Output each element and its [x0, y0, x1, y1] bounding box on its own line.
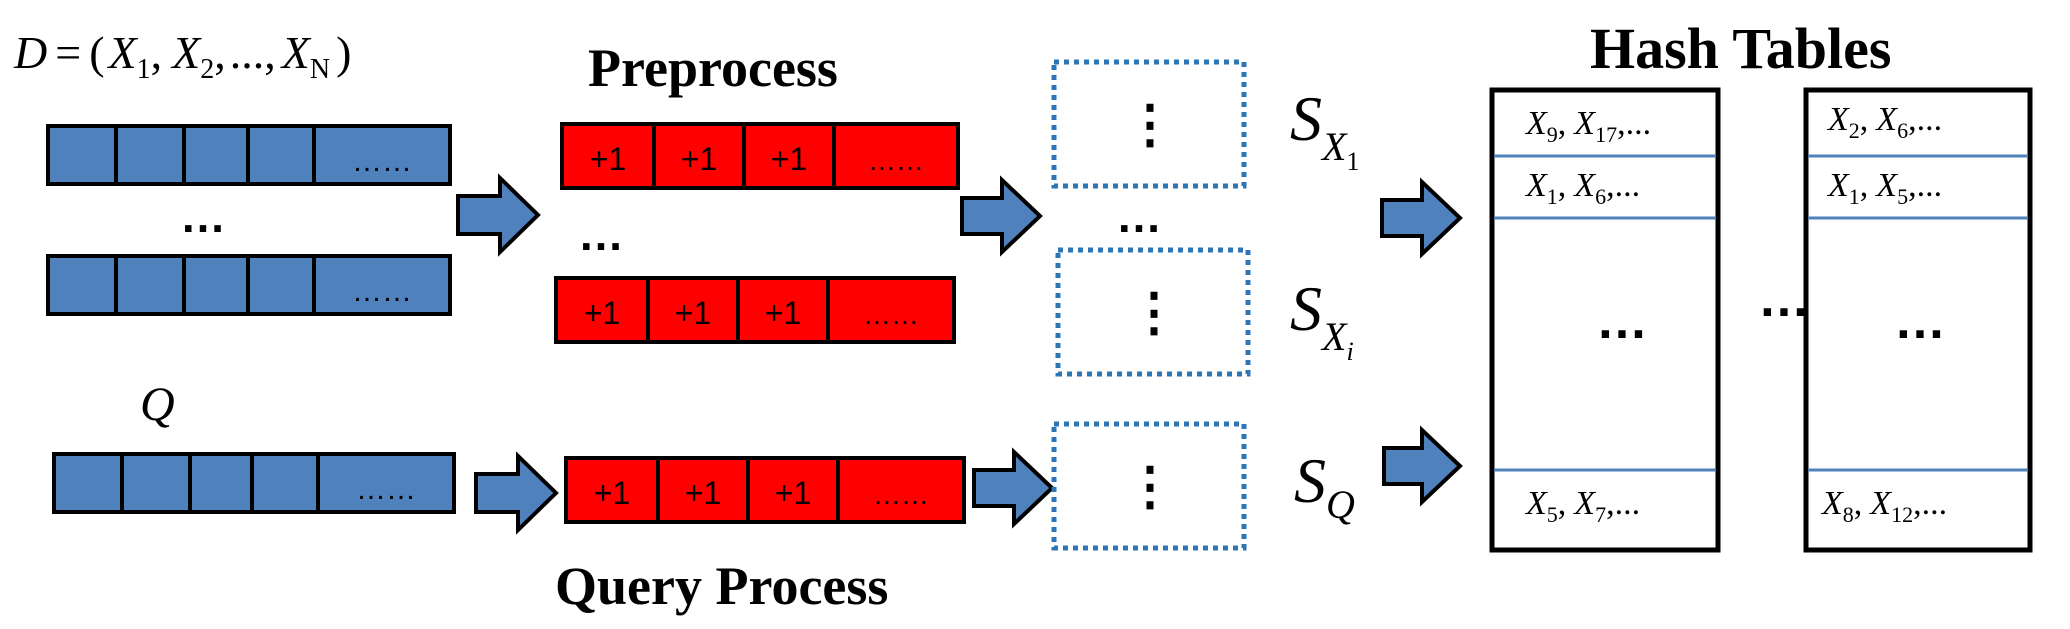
processed-vector-1: +1 +1 +1 ……: [560, 122, 960, 190]
bucket-middle-dots: …: [1894, 292, 1946, 350]
blue-cell: [114, 254, 186, 316]
signature-box-q: [1051, 421, 1247, 551]
hash-table-1: X9, X17,... X1, X6,... … X5, X7,...: [1489, 87, 1721, 553]
signature-box-i: [1055, 247, 1251, 377]
signature-label-x1: SX1: [1290, 83, 1359, 176]
hash-table-2: X2, X6,... X1, X5,... … X8, X12,...: [1803, 87, 2033, 553]
red-cell-ellipsis: [836, 456, 966, 524]
cell-ellipsis-text: ……: [352, 275, 412, 308]
cell-ellipsis-text: ……: [352, 145, 412, 178]
red-cell: [736, 276, 830, 344]
red-cell: [652, 122, 746, 190]
query-vector: ……: [52, 452, 456, 514]
blue-cell: [250, 452, 320, 514]
arrow-to-hash-tables-1: [1380, 177, 1463, 259]
arrow-preprocess: [456, 173, 541, 257]
blue-cell: [182, 124, 250, 186]
blue-cell: [182, 254, 250, 316]
vertical-dots-icon: ⋮: [1128, 284, 1180, 342]
tables-gap-dots: …: [1758, 270, 1810, 328]
signature-label-xi: SXi: [1290, 273, 1354, 366]
hash-table-frame: [1803, 87, 2033, 553]
bucket-middle-dots: …: [1596, 292, 1648, 350]
data-vector-n: ……: [46, 254, 452, 316]
plus-one-label: +1: [675, 295, 711, 331]
signature-label-q: SQ: [1294, 445, 1355, 527]
plus-one-label: +1: [584, 295, 620, 331]
query-label: Q: [140, 378, 175, 431]
plus-one-label: +1: [685, 475, 721, 511]
blue-cell: [188, 452, 254, 514]
blue-cell: [46, 124, 118, 186]
blue-cell: [114, 124, 186, 186]
plus-one-label: +1: [590, 141, 626, 177]
vertical-dots-icon: ⋮: [1124, 96, 1176, 154]
cell-ellipsis-text: ……: [868, 145, 924, 176]
blue-cell-ellipsis: [312, 254, 452, 316]
preprocess-title: Preprocess: [588, 38, 838, 98]
plus-one-label: +1: [681, 141, 717, 177]
plus-one-label: +1: [771, 141, 807, 177]
bucket-entry: X8, X12,...: [1820, 485, 1947, 527]
blue-cell-ellipsis: [312, 124, 452, 186]
blue-cell: [246, 124, 316, 186]
query-process-title: Query Process: [555, 556, 888, 616]
bucket-entry: X1, X5,...: [1826, 167, 1942, 209]
data-vector-1: ……: [46, 124, 452, 186]
blue-cell: [246, 254, 316, 316]
bucket-entry: X2, X6,...: [1826, 101, 1942, 143]
blue-cell: [46, 254, 118, 316]
cell-ellipsis-text: ……: [356, 473, 416, 506]
dataset-formula: D = (X1, X2,..., XN): [13, 27, 351, 85]
blue-cell-ellipsis: [316, 452, 456, 514]
hash-table-frame: [1489, 87, 1721, 553]
vertical-dots-icon: ⋮: [1124, 458, 1176, 516]
red-cell: [554, 276, 650, 344]
red-cell: [564, 456, 660, 524]
arrow-to-hash-tables-q: [1382, 425, 1463, 507]
hash-tables-title: Hash Tables: [1590, 16, 1891, 81]
arrow-to-signature-q: [972, 447, 1055, 529]
processed-rows-gap-dots: …: [578, 208, 624, 260]
rows-gap-dots: …: [180, 190, 226, 242]
blue-cell: [52, 452, 124, 514]
bucket-entry: X1, X6,...: [1524, 167, 1640, 209]
red-cell-ellipsis: [832, 122, 960, 190]
signature-gap-dots: …: [1116, 190, 1162, 242]
plus-one-label: +1: [594, 475, 630, 511]
red-cell: [646, 276, 740, 344]
bucket-entry: X5, X7,...: [1524, 485, 1640, 527]
blue-cell: [120, 452, 192, 514]
plus-one-label: +1: [765, 295, 801, 331]
signature-box-1: [1051, 59, 1247, 189]
arrow-to-signature-1: [960, 175, 1043, 257]
cell-ellipsis-text: ……: [873, 479, 929, 510]
processed-vector-n: +1 +1 +1 ……: [554, 276, 956, 344]
bucket-entry: X9, X17,...: [1524, 105, 1651, 147]
processed-query-vector: +1 +1 +1 ……: [564, 456, 966, 524]
cell-ellipsis-text: ……: [863, 299, 919, 330]
plus-one-label: +1: [775, 475, 811, 511]
arrow-query-process: [474, 451, 559, 535]
red-cell-ellipsis: [826, 276, 956, 344]
